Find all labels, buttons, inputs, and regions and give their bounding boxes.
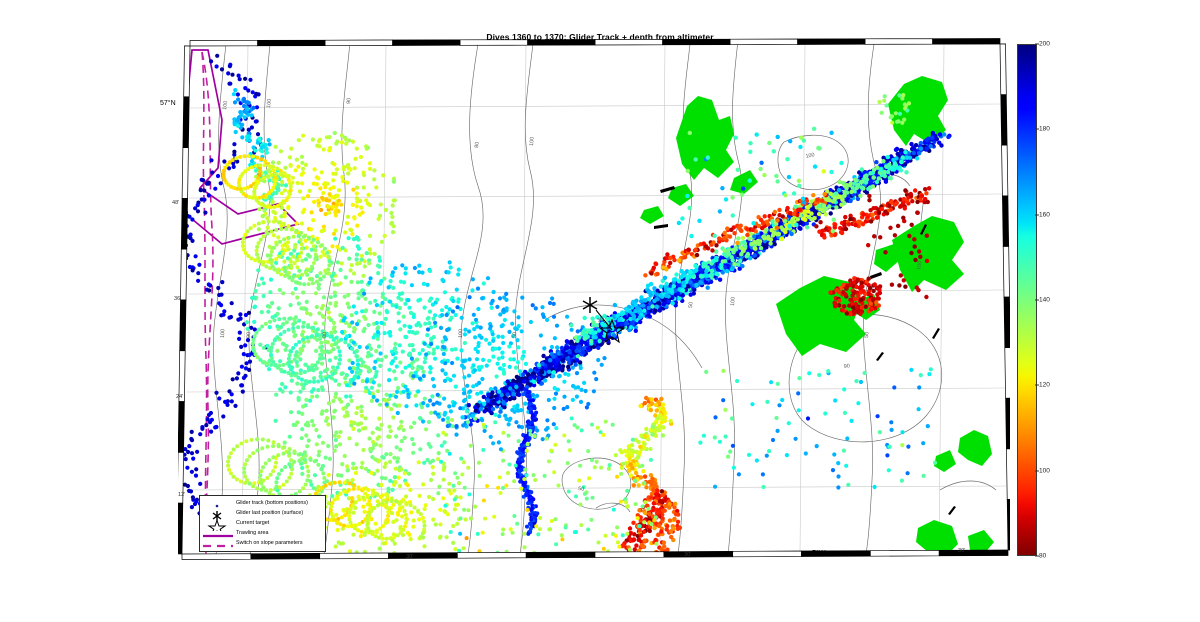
- colorbar-tickmark-80: [1035, 555, 1039, 557]
- y-tick-1: 48': [172, 200, 180, 206]
- legend-item-trawling-area: Trawling area: [200, 528, 325, 539]
- contour-label-12: 50: [688, 302, 694, 308]
- contour-label-10: 50: [597, 317, 604, 324]
- map-plot-area[interactable]: 100 100 90 80 100 100 90 80 100 50 50 50 50 100 100 50 9…: [178, 38, 1010, 560]
- colorbar-tickmark-140: [1035, 299, 1039, 301]
- colorbar-tickmark-180: [1035, 128, 1039, 130]
- colorbar-tickmark-120: [1035, 384, 1039, 386]
- contour-label-8: 100: [458, 329, 464, 338]
- colorbar-ticks: 200 180 160 140 120 100 80: [1035, 40, 1079, 560]
- colorbar-tickmark-100: [1035, 470, 1039, 472]
- contour-label-0: 100: [222, 101, 229, 111]
- x-tick-1: 30': [406, 554, 414, 560]
- contour-label-2: 90: [346, 98, 352, 104]
- colorbar-tick-120: 120: [1039, 381, 1050, 389]
- glider-last-position-asterisk: [582, 297, 598, 313]
- y-tick-0: 57°N: [160, 100, 176, 107]
- map-frame-border: [178, 38, 1010, 560]
- contour-label-3: 80: [474, 142, 481, 149]
- contour-label-15: 50: [864, 332, 870, 338]
- legend-label-1: Glider last position (surface): [236, 510, 304, 516]
- map-svg: 100 100 90 80 100 100 90 80 100 50 50 50 50 100 100 50 9…: [178, 38, 1010, 560]
- dot-icon: [200, 498, 234, 509]
- contour-label-9: 50: [512, 332, 518, 338]
- contour-label-11: 50: [578, 486, 585, 493]
- contour-label-17: 100: [916, 260, 923, 270]
- glider-track-scatter: [182, 53, 952, 554]
- contour-label-4: 100: [529, 137, 536, 146]
- y-tick-3: 24': [176, 394, 184, 400]
- x-tick-4: 7°W: [812, 550, 826, 557]
- land-slivers: [654, 186, 956, 515]
- contour-label-6: 90: [246, 332, 252, 338]
- legend-label-3: Trawling area: [236, 530, 269, 536]
- colorbar-tickmark-160: [1035, 214, 1039, 216]
- x-tick-5: 30': [958, 548, 966, 554]
- x-tick-0: 9°W: [258, 554, 272, 561]
- colorbar-tick-180: 180: [1039, 125, 1050, 133]
- contour-labels: 100 100 90 80 100 100 90 80 100 50 50 50 50 100 100 50 9…: [220, 98, 924, 493]
- colorbar: [1017, 44, 1037, 556]
- contour-label-14: 100: [805, 152, 815, 160]
- colorbar-tick-160: 160: [1039, 211, 1050, 219]
- contour-label-1: 100: [266, 99, 273, 109]
- y-tick-4: 12': [178, 492, 186, 498]
- contour-label-5: 100: [220, 329, 226, 338]
- colorbar-tick-140: 140: [1039, 296, 1050, 304]
- switch-slope-line: [201, 51, 214, 554]
- contour-label-7: 80: [322, 332, 328, 338]
- dashed-line-icon: [200, 538, 234, 549]
- colorbar-tick-100: 100: [1039, 467, 1050, 475]
- y-tick-2: 36': [174, 296, 182, 302]
- figure-title: Dives 1360 to 1370: Glider Track + depth…: [486, 32, 714, 42]
- legend-item-glider-track: Glider track (bottom positions): [200, 498, 325, 509]
- legend-label-4: Switch on slope parameters: [236, 540, 303, 546]
- legend-label-2: Current target: [236, 520, 270, 526]
- x-tick-3: 30': [684, 552, 692, 558]
- solid-line-icon: [200, 528, 234, 539]
- colorbar-tick-80: 80: [1039, 552, 1047, 560]
- legend-item-switch-slope: Switch on slope parameters: [200, 538, 325, 549]
- contour-label-13: 100: [730, 297, 737, 306]
- contour-label-16: 90: [844, 363, 851, 370]
- legend-label-0: Glider track (bottom positions): [236, 500, 308, 506]
- position-markers: [582, 297, 626, 344]
- x-tick-2: 8°W: [536, 553, 550, 560]
- legend: Glider track (bottom positions) Glider l…: [199, 495, 326, 552]
- colorbar-tick-200: 200: [1039, 40, 1050, 48]
- colorbar-tickmark-200: [1035, 43, 1039, 45]
- current-target-star: [598, 318, 626, 344]
